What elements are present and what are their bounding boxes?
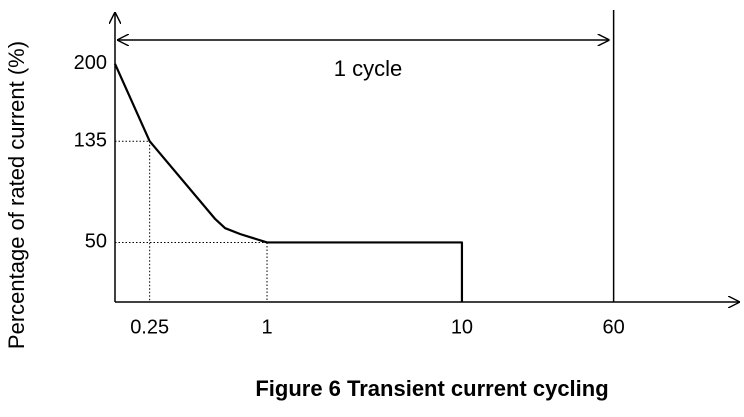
y-tick-label: 135 (74, 130, 107, 152)
y-tick-label: 200 (74, 52, 107, 74)
x-tick-label: 60 (602, 316, 624, 338)
chart-title: Figure 6 Transient current cycling (255, 376, 608, 401)
y-axis-label: Percentage of rated current (%) (4, 41, 29, 349)
data-line (113, 63, 464, 302)
x-tick-label: 1 (261, 316, 272, 338)
x-tick-label: 0.25 (130, 316, 169, 338)
x-tick-label: 10 (451, 316, 473, 338)
annotation: 1 cycle (334, 56, 402, 81)
y-tick-label: 50 (85, 231, 107, 253)
